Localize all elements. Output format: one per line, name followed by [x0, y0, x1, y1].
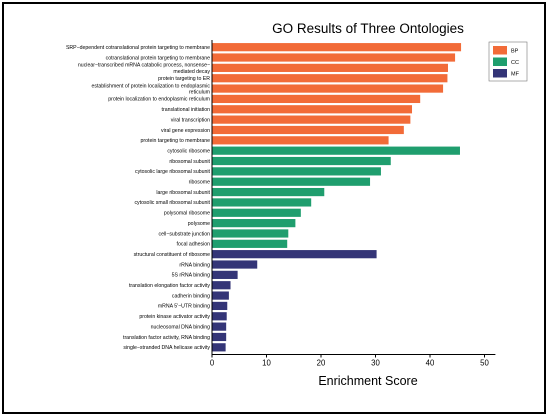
- bar: [212, 43, 462, 52]
- legend-label: CC: [511, 60, 519, 66]
- category-label: ribosomal subunit: [169, 159, 210, 165]
- category-labels: SRP−dependent cotranslational protein ta…: [66, 45, 211, 351]
- category-label: polysomal ribosome: [164, 211, 210, 217]
- x-axis-title: Enrichment Score: [318, 374, 417, 388]
- bar: [212, 84, 444, 93]
- bar: [212, 198, 312, 207]
- bar: [212, 270, 238, 279]
- x-tick-label: 20: [317, 359, 326, 368]
- bar: [212, 229, 289, 238]
- x-tick-label: 10: [262, 359, 271, 368]
- bar: [212, 301, 228, 311]
- bar: [212, 322, 227, 331]
- bar: [212, 239, 288, 248]
- bar: [212, 260, 258, 269]
- category-label: cadherin binding: [172, 293, 210, 299]
- x-tick-label: 50: [480, 359, 489, 368]
- bar: [212, 74, 448, 83]
- x-axis: 0 10 20 30 40 50: [210, 40, 496, 368]
- category-label: cell−substrate junction: [159, 231, 211, 237]
- bar: [212, 94, 421, 104]
- category-label: nucleosomal DNA binding: [151, 324, 211, 330]
- category-label: protein targeting to ER: [158, 76, 210, 82]
- bar: [212, 125, 404, 135]
- category-label: viral gene expression: [161, 128, 210, 134]
- bar: [212, 63, 448, 72]
- category-label: reticulum: [189, 89, 210, 95]
- x-tick-label: 0: [210, 359, 215, 368]
- bar: [212, 312, 227, 321]
- category-label: translational initiation: [162, 107, 211, 113]
- category-label: focal adhesion: [177, 242, 211, 248]
- category-label: single−stranded DNA helicase activity: [123, 345, 210, 351]
- bar: [212, 146, 460, 155]
- category-label: 5S rRNA binding: [172, 273, 210, 279]
- x-tick-label: 30: [371, 359, 380, 368]
- bar: [212, 136, 389, 145]
- bar: [212, 219, 296, 228]
- category-label: protein targeting to membrane: [141, 138, 211, 144]
- bar: [212, 332, 227, 342]
- category-label: ribosome: [189, 180, 210, 186]
- category-label: cytosolic small ribosomal subunit: [134, 200, 210, 206]
- bar: [212, 115, 411, 124]
- bar: [212, 187, 325, 197]
- bar: [212, 105, 413, 114]
- bars-layer: [212, 43, 462, 352]
- legend-label: MF: [511, 71, 520, 77]
- category-label: large ribosomal subunit: [156, 190, 210, 196]
- bar: [212, 281, 231, 290]
- category-label: mRNA 5′−UTR binding: [158, 304, 210, 310]
- category-label: protein kinase activator activity: [139, 314, 210, 320]
- category-label: viral transcription: [171, 117, 210, 123]
- x-tick-label: 40: [426, 359, 435, 368]
- bar: [212, 343, 226, 352]
- bar: [212, 167, 381, 176]
- legend-label: BP: [511, 48, 519, 54]
- category-label: nuclear−transcribed mRNA catabolic proce…: [78, 63, 210, 69]
- category-label: cytosolic large ribosomal subunit: [135, 169, 211, 175]
- category-label: translation factor activity, RNA binding: [123, 335, 210, 341]
- legend-swatch: [493, 57, 507, 66]
- legend-swatch: [493, 46, 507, 55]
- category-label: rRNA binding: [179, 262, 210, 268]
- bar: [212, 208, 301, 217]
- bar: [212, 177, 371, 186]
- category-label: protein localization to endoplasmic reti…: [108, 97, 210, 103]
- category-label: mediated decay: [173, 69, 210, 75]
- bar: [212, 53, 456, 62]
- chart-title: GO Results of Three Ontologies: [272, 21, 464, 36]
- category-label: polysome: [188, 221, 210, 227]
- category-label: translation elongation factor activity: [129, 283, 210, 289]
- legend-swatch: [493, 69, 507, 78]
- bar: [212, 291, 229, 300]
- category-label: establishment of protein localization to…: [91, 83, 210, 89]
- category-label: SRP−dependent cotranslational protein ta…: [66, 45, 210, 51]
- category-label: structural constituent of ribosome: [134, 252, 211, 258]
- category-label: cytosolic ribosome: [167, 148, 210, 154]
- bar: [212, 156, 391, 166]
- legend: BP CC MF: [488, 41, 528, 82]
- category-label: cotranslational protein targeting to mem…: [106, 55, 211, 61]
- bar: [212, 250, 377, 259]
